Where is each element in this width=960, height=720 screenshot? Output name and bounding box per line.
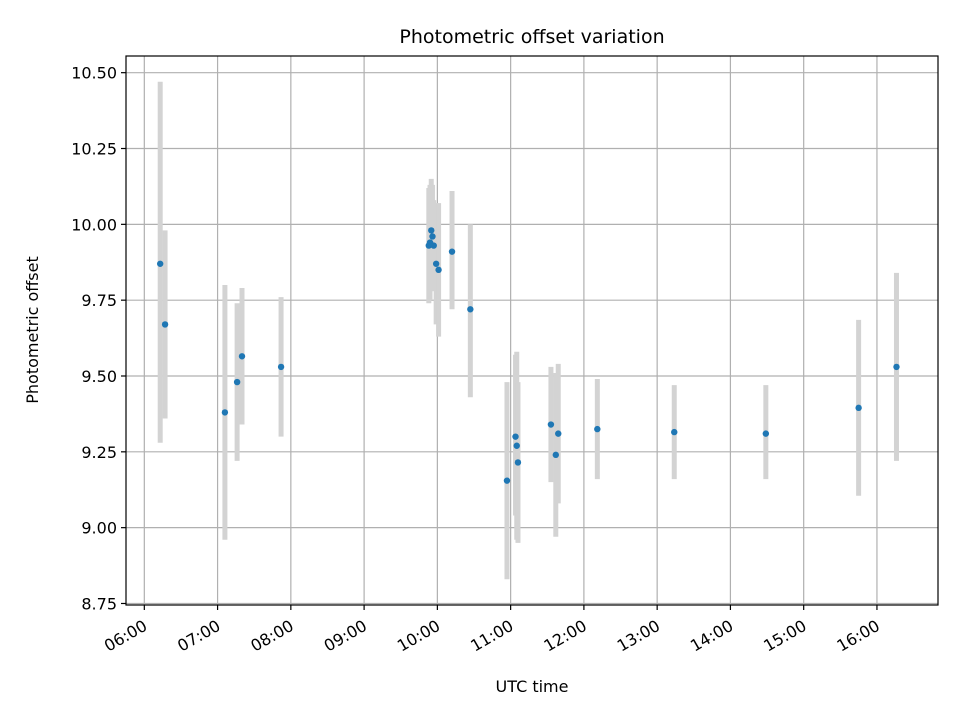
x-tick-label: 14:00 bbox=[687, 616, 736, 656]
grid-layer bbox=[126, 56, 938, 605]
data-point bbox=[467, 306, 474, 313]
x-tick-label: 13:00 bbox=[614, 616, 663, 656]
point-layer bbox=[156, 227, 900, 484]
x-tick-label: 11:00 bbox=[467, 616, 516, 656]
chart-title: Photometric offset variation bbox=[399, 26, 664, 48]
data-point bbox=[277, 363, 285, 371]
data-point bbox=[671, 428, 678, 436]
data-point bbox=[513, 442, 520, 449]
data-point bbox=[432, 260, 440, 267]
data-point bbox=[514, 459, 522, 466]
y-tick-label: 10.25 bbox=[71, 140, 117, 159]
data-point bbox=[233, 378, 241, 386]
data-point bbox=[430, 242, 437, 249]
x-tick-label: 06:00 bbox=[101, 616, 150, 656]
data-point bbox=[428, 227, 435, 234]
data-point bbox=[594, 425, 601, 433]
data-point bbox=[161, 321, 169, 328]
y-tick-label: 9.50 bbox=[81, 367, 117, 386]
data-point bbox=[893, 363, 900, 371]
y-tick-label: 8.75 bbox=[81, 594, 117, 613]
errorbar-layer bbox=[157, 81, 899, 580]
y-tick-label: 9.00 bbox=[81, 519, 117, 538]
y-tick-label: 10.50 bbox=[71, 64, 117, 83]
data-point bbox=[156, 260, 164, 267]
data-point bbox=[429, 233, 436, 240]
data-point bbox=[221, 409, 229, 416]
y-tick-label: 9.75 bbox=[81, 291, 117, 310]
data-point bbox=[238, 353, 246, 360]
data-point bbox=[555, 430, 562, 437]
data-point bbox=[435, 266, 442, 274]
data-point bbox=[547, 421, 555, 428]
x-tick-label: 16:00 bbox=[834, 616, 883, 656]
x-tick-label: 09:00 bbox=[321, 616, 370, 656]
y-axis: 8.75 9.00 9.25 9.50 9.75 10.00 10.25 10.50 bbox=[71, 64, 126, 613]
y-tick-label: 10.00 bbox=[71, 215, 117, 234]
x-tick-label: 07:00 bbox=[174, 616, 223, 656]
x-axis-label: UTC time bbox=[496, 677, 569, 696]
y-axis-label: Photometric offset bbox=[23, 256, 42, 404]
data-point bbox=[762, 430, 770, 437]
data-point bbox=[448, 248, 456, 255]
plot-frame bbox=[125, 55, 939, 606]
y-tick-label: 9.25 bbox=[81, 443, 117, 462]
data-point bbox=[855, 404, 862, 412]
data-point bbox=[503, 477, 511, 484]
data-point bbox=[512, 433, 519, 440]
x-tick-label: 15:00 bbox=[760, 616, 809, 656]
data-point bbox=[552, 451, 560, 459]
x-tick-label: 12:00 bbox=[540, 616, 589, 656]
x-tick-label: 08:00 bbox=[247, 616, 296, 656]
x-tick-label: 10:00 bbox=[394, 616, 443, 656]
x-axis: 06:00 07:00 08:00 09:00 10:00 11:00 12:00 13:00… bbox=[101, 605, 883, 656]
